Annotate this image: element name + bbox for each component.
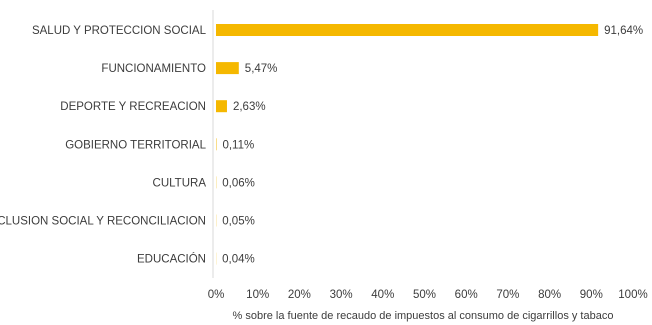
x-axis-title: % sobre la fuente de recaudo de impuesto… [233, 310, 614, 322]
bar [216, 100, 227, 113]
x-tick-label: 60% [455, 289, 478, 301]
value-label: 2,63% [233, 101, 266, 113]
category-labels-group: SALUD Y PROTECCION SOCIAL FUNCIONAMIENTO D… [0, 25, 207, 266]
x-tick-label: 30% [330, 289, 353, 301]
x-tick-label: 20% [288, 289, 311, 301]
category-label: GOBIERNO TERRITORIAL [65, 139, 206, 151]
value-label: 5,47% [245, 63, 278, 75]
x-tick-label: 50% [413, 289, 436, 301]
category-label: DEPORTE Y RECREACION [60, 101, 206, 113]
category-label: INCLUSION SOCIAL Y RECONCILIACION [0, 216, 206, 228]
bars-group [216, 24, 599, 265]
category-label: CULTURA [153, 177, 207, 189]
category-label: FUNCIONAMIENTO [101, 63, 206, 75]
x-tick-label: 70% [496, 289, 519, 301]
value-label: 0,05% [222, 216, 255, 228]
value-label: 0,06% [222, 177, 255, 189]
value-labels-group: 91,64% 5,47% 2,63% 0,11% 0,06% 0,05% 0,04% [222, 25, 643, 266]
value-label: 0,11% [222, 139, 254, 151]
x-tick-label: 90% [580, 289, 603, 301]
x-tick-label: 10% [246, 289, 269, 301]
category-label: EDUCACIÓN [137, 253, 206, 266]
x-tick-labels-group: 0% 10% 20% 30% 40% 50% 60% 70% 80% 90% 100% [208, 289, 648, 301]
value-label: 91,64% [604, 25, 643, 37]
x-tick-label: 80% [538, 289, 561, 301]
category-label: SALUD Y PROTECCION SOCIAL [32, 25, 207, 37]
bar [216, 24, 599, 36]
x-tick-label: 40% [371, 289, 394, 301]
x-tick-label: 0% [208, 289, 225, 301]
bar [216, 62, 239, 75]
x-tick-label: 100% [618, 289, 647, 301]
value-label: 0,04% [222, 254, 255, 266]
